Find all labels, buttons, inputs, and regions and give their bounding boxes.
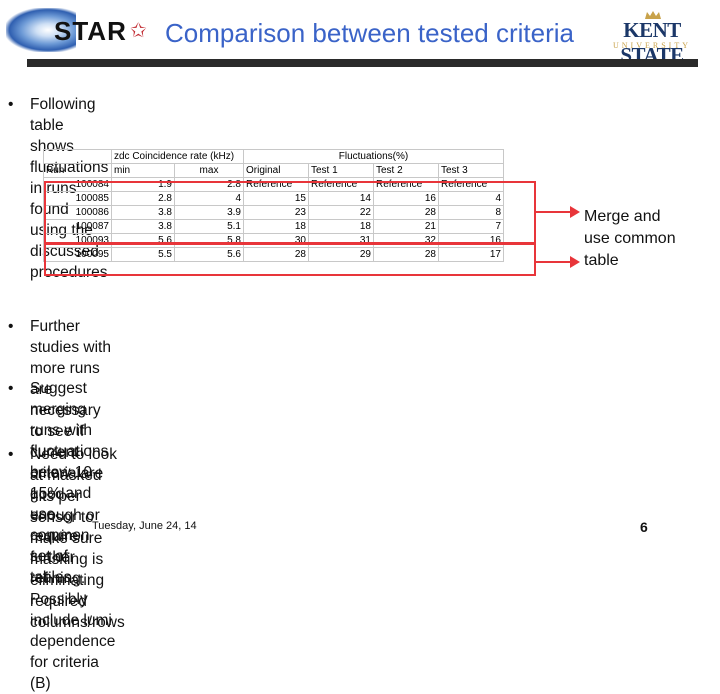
table-header-blank [43,149,112,164]
merge-annotation: Merge and use common table [584,208,676,269]
star-burst-icon [6,8,76,52]
col-header-max: max [174,163,244,178]
table-group-header-row: zdc Coincidence rate (kHz) Fluctuations(… [43,149,504,164]
highlight-box-group2 [44,243,536,276]
col-header-test2: Test 2 [373,163,439,178]
cell-test3: 17 [438,247,504,262]
bullet-dot: • [8,380,14,397]
bullet-dot: • [8,446,14,463]
col-header-min: min [111,163,175,178]
bullet-dot: • [8,96,14,113]
bullet-text: Need to look at masked hits per sensor t… [30,446,125,631]
table-row: 100084 1.9 2.8 Reference Reference Refer… [43,177,504,192]
cell-original: 28 [243,247,309,262]
header-divider [27,59,698,67]
highlight-box-group1 [44,181,536,244]
col-header-test3: Test 3 [438,163,504,178]
fluct-group-header: Fluctuations(%) [243,149,504,164]
arrow-icon [536,206,580,268]
table-row: 100095 5.5 5.6 28 29 28 17 [43,247,504,262]
table-row: 100085 2.8 4 15 14 16 4 [43,191,504,206]
bullet-dot: • [8,318,14,335]
star-logo: STAR ✩ [6,8,148,52]
col-header-run: Run [43,163,112,178]
footer-date: Tuesday, June 24, 14 [92,520,197,532]
col-header-original: Original [243,163,309,178]
star-icon: ✩ [130,20,147,42]
table-column-header-row: Run min max Original Test 1 Test 2 Test … [43,163,504,178]
university-subtitle: UNIVERSITY [613,41,691,50]
star-logo-text: STAR [54,16,127,46]
rate-group-header: zdc Coincidence rate (kHz) [111,149,244,164]
kent-state-logo: KENT STATE UNIVERSITY [590,10,714,67]
col-header-test1: Test 1 [308,163,374,178]
page-number: 6 [640,519,648,535]
slide-title: Comparison between tested criteria [165,18,574,48]
crown-icon [645,11,661,19]
